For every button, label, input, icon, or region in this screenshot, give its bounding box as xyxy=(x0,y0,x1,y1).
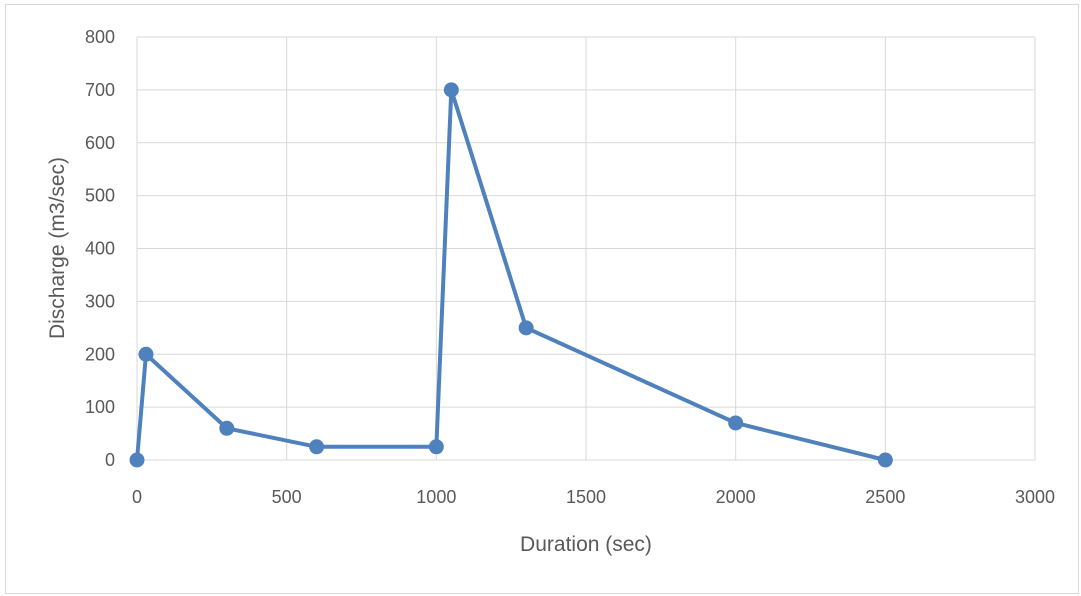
y-tick-label: 700 xyxy=(85,80,115,100)
y-tick-label: 400 xyxy=(85,239,115,259)
x-tick-label: 2000 xyxy=(716,487,756,507)
x-axis-title: Duration (sec) xyxy=(520,533,652,556)
series-line xyxy=(135,87,888,462)
x-tick-label: 3000 xyxy=(1015,487,1055,507)
series-discharge xyxy=(129,82,893,468)
data-point-7 xyxy=(728,415,744,431)
data-point-5 xyxy=(443,82,459,98)
y-tick-label: 100 xyxy=(85,397,115,417)
y-tick-label: 200 xyxy=(85,344,115,364)
data-point-0 xyxy=(129,452,145,468)
data-point-3 xyxy=(309,439,325,455)
x-tick-label: 0 xyxy=(132,487,142,507)
chart-area xyxy=(5,4,1079,594)
y-tick-label: 300 xyxy=(85,291,115,311)
x-tick-label: 2500 xyxy=(865,487,905,507)
y-tick-label: 0 xyxy=(105,450,115,470)
data-point-8 xyxy=(877,452,893,468)
data-point-1 xyxy=(138,346,154,362)
x-tick-label: 1500 xyxy=(566,487,606,507)
y-tick-label: 600 xyxy=(85,133,115,153)
y-axis-tick-labels: 0 100 200 300 400 500 600 700 800 xyxy=(85,27,115,470)
data-point-4 xyxy=(428,439,444,455)
x-tick-label: 1000 xyxy=(416,487,456,507)
data-point-6 xyxy=(518,320,534,336)
y-tick-label: 800 xyxy=(85,27,115,47)
gridlines xyxy=(136,36,1036,461)
x-tick-label: 500 xyxy=(272,487,302,507)
y-axis-title: Discharge (m3/sec) xyxy=(46,157,69,339)
data-point-2 xyxy=(219,420,235,436)
x-axis-tick-labels: 0 500 1000 1500 2000 2500 3000 xyxy=(132,487,1055,507)
y-tick-label: 500 xyxy=(85,186,115,206)
